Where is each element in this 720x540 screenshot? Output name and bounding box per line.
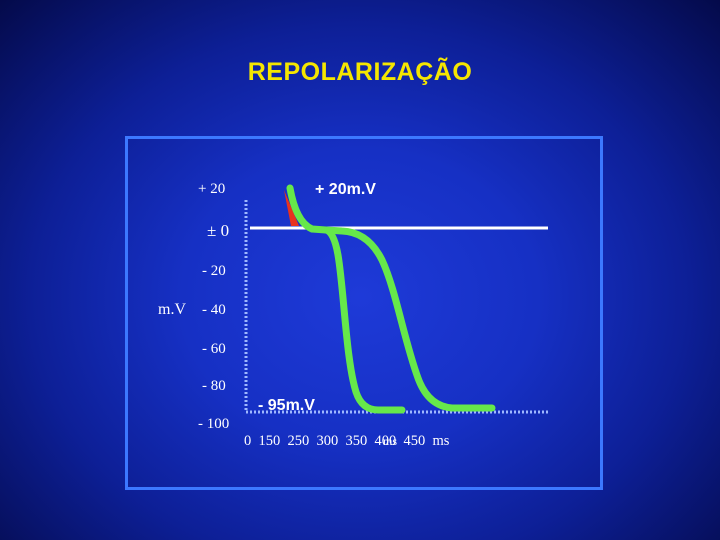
y-axis-label: m.V [158,301,186,318]
peak-annotation: + 20m.V [315,181,376,198]
slide-title: REPOLARIZAÇÃO [247,58,473,86]
x-tick-overlap: ms [383,434,397,448]
y-tick-label: - 40 [202,302,226,318]
y-tick-label: - 80 [202,378,226,394]
depolarization-spike [284,190,299,226]
rest-annotation: - 95m.V [258,397,315,414]
y-tick-label: - 60 [202,341,226,357]
y-tick-label: ± 0 [207,221,229,240]
y-tick-label: - 100 [198,416,229,432]
y-tick-label: + 20 [198,181,225,197]
diagram-panel [125,136,603,490]
y-tick-label: - 20 [202,263,226,279]
x-tick-labels: 0 150 250 300 350 400 450 ms [244,433,450,449]
repolarization-curve-long [322,226,496,412]
repolarization-curve-short [286,184,406,414]
